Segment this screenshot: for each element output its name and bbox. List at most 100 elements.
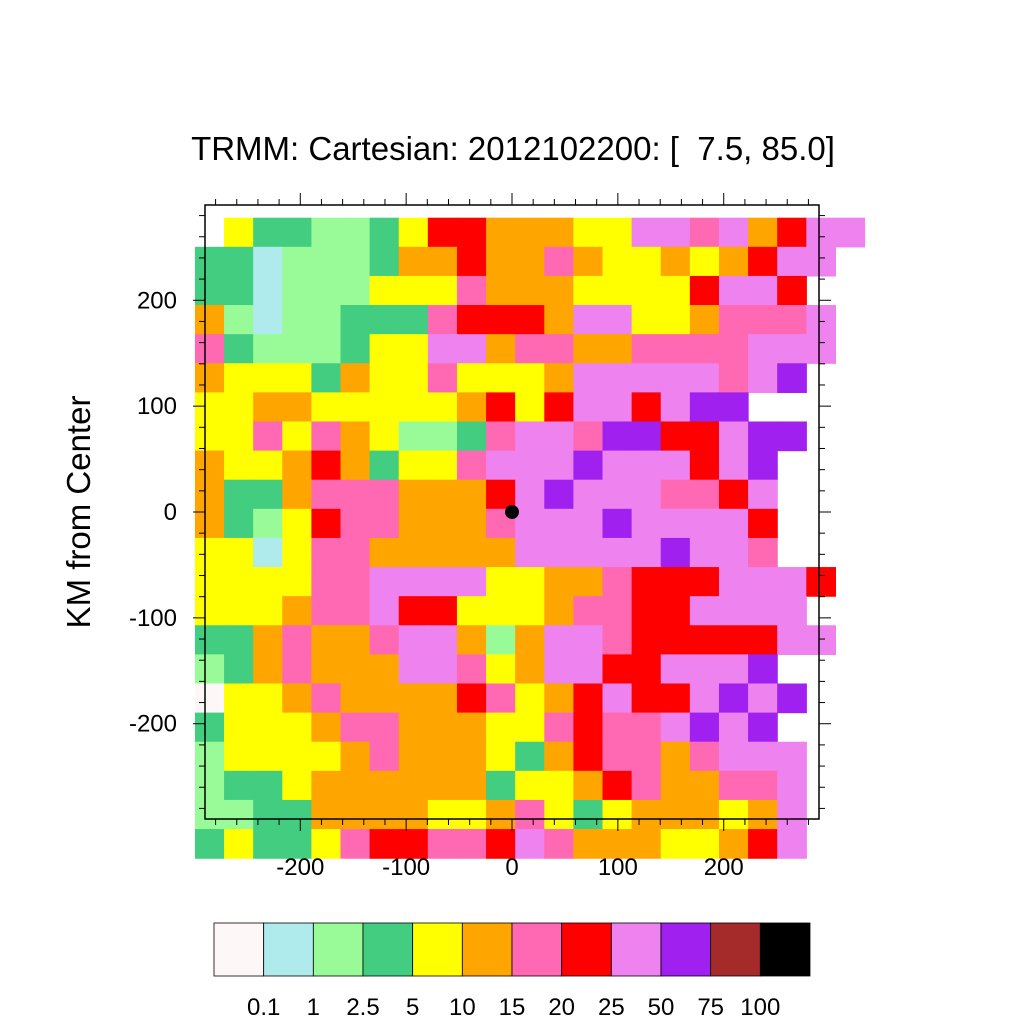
heatmap-cell [748,246,778,277]
heatmap-cell [253,625,283,655]
heatmap-cell [253,741,283,772]
heatmap-cell [224,596,254,626]
heatmap-cell [515,829,545,859]
colorbar-swatch [710,922,761,977]
heatmap-cell [369,217,400,248]
heatmap-cell [282,450,312,481]
heatmap-cell [311,421,342,452]
heatmap-cell [253,508,283,539]
heatmap-cell [398,625,429,655]
heatmap-cell [340,421,371,452]
heatmap-cell [369,829,400,859]
heatmap-cell [544,305,574,335]
heatmap-cell [427,770,458,801]
heatmap-cell [544,217,574,248]
heatmap-cell [631,334,662,364]
heatmap-cell [573,625,604,655]
heatmap-cell [456,392,487,423]
heatmap-cell [748,829,778,859]
heatmap-cell [194,363,225,393]
heatmap-cell [631,712,662,743]
heatmap-cell [631,567,662,597]
heatmap-cell [660,683,691,714]
heatmap-cell [515,770,545,801]
heatmap-cell [718,450,749,481]
y-tick-label: -200 [129,711,177,738]
heatmap-cell [311,596,342,626]
heatmap-cell [544,741,574,772]
heatmap-cell [515,392,545,423]
colorbar-swatch [660,922,712,977]
heatmap-cell [602,421,633,452]
heatmap-cell [660,829,691,859]
heatmap-cell [718,537,749,568]
heatmap-cell [660,799,691,830]
heatmap-cell [515,421,545,452]
heatmap-cell [689,625,720,655]
heatmap-cell [631,508,662,539]
heatmap-cell [282,770,312,801]
heatmap-cell [777,246,807,277]
heatmap-cell [602,741,633,772]
heatmap-cell [689,392,720,423]
heatmap-cell [253,246,283,277]
heatmap-cell [689,596,720,626]
heatmap-cell [194,246,225,277]
heatmap-cell [748,799,778,830]
heatmap-cell [456,712,487,743]
heatmap-cell [602,479,633,510]
heatmap-cell [602,625,633,655]
heatmap-cell [340,217,371,248]
heatmap-cell [427,334,458,364]
heatmap-cell [631,625,662,655]
heatmap-cell [340,334,371,364]
heatmap-cell [398,567,429,597]
heatmap-cell [427,508,458,539]
heatmap-cell [660,450,691,481]
heatmap-cell [398,246,429,277]
heatmap-cell [486,712,516,743]
heatmap-cell [602,217,633,248]
heatmap-cell [573,275,604,306]
x-tick-label: 100 [598,854,638,881]
heatmap-cell [602,363,633,393]
heatmap-cell [194,479,225,510]
heatmap-cell [602,829,633,859]
heatmap-cell [689,741,720,772]
heatmap-cell [486,770,516,801]
y-tick-label: -100 [129,605,177,632]
heatmap-cell [282,334,312,364]
heatmap-cell [515,479,545,510]
heatmap-cell [660,537,691,568]
heatmap-cell [282,741,312,772]
heatmap-cell [806,334,837,364]
heatmap-cell [631,741,662,772]
heatmap-cell [777,741,807,772]
heatmap-cell [689,334,720,364]
heatmap-cell [602,334,633,364]
heatmap-cell [515,654,545,685]
heatmap-cell [573,741,604,772]
colorbar: 0.1 1 2.5 5 10 15 20 25 50 75 100 [213,922,811,1021]
heatmap-cell [369,305,400,335]
heatmap-cell [340,450,371,481]
heatmap-cell [282,683,312,714]
heatmap-cell [311,217,342,248]
heatmap-cell [631,450,662,481]
x-tick-label: 0 [505,854,518,881]
heatmap-cell [689,799,720,830]
heatmap-cell [224,799,254,830]
heatmap-cell [224,334,254,364]
heatmap-cell [398,829,429,859]
heatmap-cell [340,246,371,277]
heatmap-cell [398,741,429,772]
heatmap-cell [282,363,312,393]
heatmap-cell [398,683,429,714]
heatmap-cell [311,334,342,364]
heatmap-cell [427,450,458,481]
heatmap-cell [777,305,807,335]
heatmap-cell [573,683,604,714]
heatmap-cell [515,567,545,597]
heatmap-cell [573,799,604,830]
